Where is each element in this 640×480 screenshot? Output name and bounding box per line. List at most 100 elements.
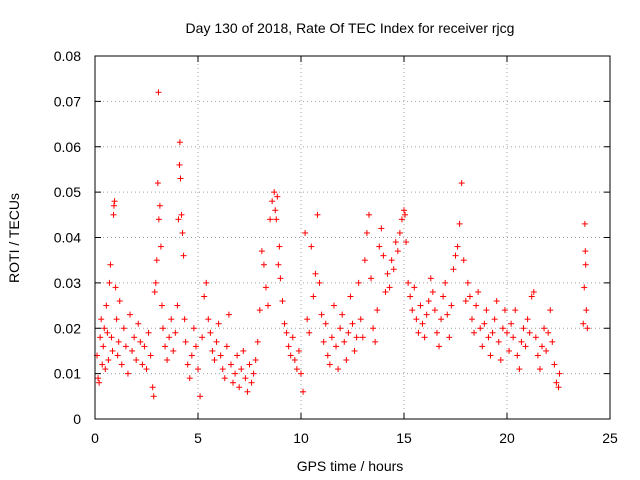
data-point bbox=[96, 379, 103, 386]
data-point bbox=[139, 361, 146, 368]
data-point bbox=[413, 316, 420, 323]
data-point bbox=[491, 316, 498, 323]
data-point bbox=[111, 198, 118, 205]
data-point bbox=[272, 207, 279, 214]
data-point bbox=[95, 375, 102, 382]
data-point bbox=[127, 311, 134, 318]
data-point bbox=[172, 329, 179, 336]
data-point bbox=[168, 316, 175, 323]
data-point bbox=[384, 270, 391, 277]
data-point bbox=[524, 316, 531, 323]
y-tick-label: 0.06 bbox=[54, 139, 81, 155]
data-point bbox=[115, 338, 122, 345]
data-point bbox=[402, 211, 409, 218]
data-point bbox=[438, 316, 445, 323]
data-point bbox=[581, 220, 588, 227]
y-tick-label: 0 bbox=[73, 411, 81, 427]
data-point bbox=[456, 220, 463, 227]
grid-lines bbox=[95, 56, 610, 419]
data-point bbox=[436, 343, 443, 350]
data-point bbox=[464, 279, 471, 286]
data-point bbox=[541, 325, 548, 332]
data-point bbox=[374, 307, 381, 314]
data-point bbox=[230, 379, 237, 386]
data-point bbox=[361, 257, 368, 264]
y-tick-label: 0.04 bbox=[54, 230, 81, 246]
data-point bbox=[372, 338, 379, 345]
data-point bbox=[99, 361, 106, 368]
data-point bbox=[281, 320, 288, 327]
data-point bbox=[154, 180, 161, 187]
data-point bbox=[429, 288, 436, 295]
data-point bbox=[97, 334, 104, 341]
data-point bbox=[293, 366, 300, 373]
data-point bbox=[213, 338, 220, 345]
data-point bbox=[104, 329, 111, 336]
data-point bbox=[423, 311, 430, 318]
data-point bbox=[328, 334, 335, 341]
data-point bbox=[427, 275, 434, 282]
data-point bbox=[349, 320, 356, 327]
data-point bbox=[120, 325, 127, 332]
data-point bbox=[179, 229, 186, 236]
data-point bbox=[258, 248, 265, 255]
data-point bbox=[252, 357, 259, 364]
data-point bbox=[495, 338, 502, 345]
data-point bbox=[359, 334, 366, 341]
data-point bbox=[378, 225, 385, 232]
data-point bbox=[298, 370, 304, 377]
data-point bbox=[450, 266, 457, 273]
data-point bbox=[318, 311, 325, 318]
data-point bbox=[141, 343, 148, 350]
data-point bbox=[106, 279, 113, 286]
data-point bbox=[287, 352, 294, 359]
data-point bbox=[256, 307, 263, 314]
data-point bbox=[175, 216, 182, 223]
data-point bbox=[411, 284, 418, 291]
data-point bbox=[308, 243, 315, 250]
data-point bbox=[460, 257, 467, 264]
data-point bbox=[539, 343, 546, 350]
y-tick-label: 0.01 bbox=[54, 366, 81, 382]
data-point bbox=[273, 216, 280, 223]
data-point bbox=[493, 298, 500, 305]
data-point bbox=[314, 211, 321, 218]
data-point bbox=[158, 302, 165, 309]
data-point bbox=[471, 329, 478, 336]
data-point bbox=[341, 338, 348, 345]
data-point bbox=[260, 261, 267, 268]
data-point bbox=[184, 361, 191, 368]
data-point bbox=[101, 325, 108, 332]
data-point bbox=[320, 338, 327, 345]
data-point bbox=[265, 302, 272, 309]
chart-title: Day 130 of 2018, Rate Of TEC Index for r… bbox=[186, 20, 515, 36]
data-point bbox=[155, 89, 162, 96]
x-tick-label: 0 bbox=[91, 430, 99, 446]
data-point bbox=[508, 320, 515, 327]
data-point bbox=[135, 320, 142, 327]
data-point bbox=[157, 243, 164, 250]
data-point bbox=[113, 316, 120, 323]
data-point bbox=[520, 325, 527, 332]
data-point bbox=[271, 189, 278, 196]
data-point bbox=[442, 279, 449, 286]
data-point bbox=[227, 361, 234, 368]
data-point bbox=[211, 357, 218, 364]
data-point bbox=[199, 334, 206, 341]
data-point bbox=[368, 275, 375, 282]
data-point bbox=[244, 388, 251, 395]
data-points bbox=[94, 89, 591, 400]
data-point bbox=[207, 329, 214, 336]
data-point bbox=[532, 334, 539, 341]
data-point bbox=[242, 375, 249, 382]
data-point bbox=[275, 261, 282, 268]
data-point bbox=[109, 347, 116, 354]
data-point bbox=[462, 298, 469, 305]
data-point bbox=[108, 334, 115, 341]
data-point bbox=[433, 329, 440, 336]
data-point bbox=[248, 379, 255, 386]
data-point bbox=[547, 307, 554, 314]
data-point bbox=[401, 207, 407, 214]
data-point bbox=[380, 252, 387, 259]
data-point bbox=[394, 248, 401, 255]
